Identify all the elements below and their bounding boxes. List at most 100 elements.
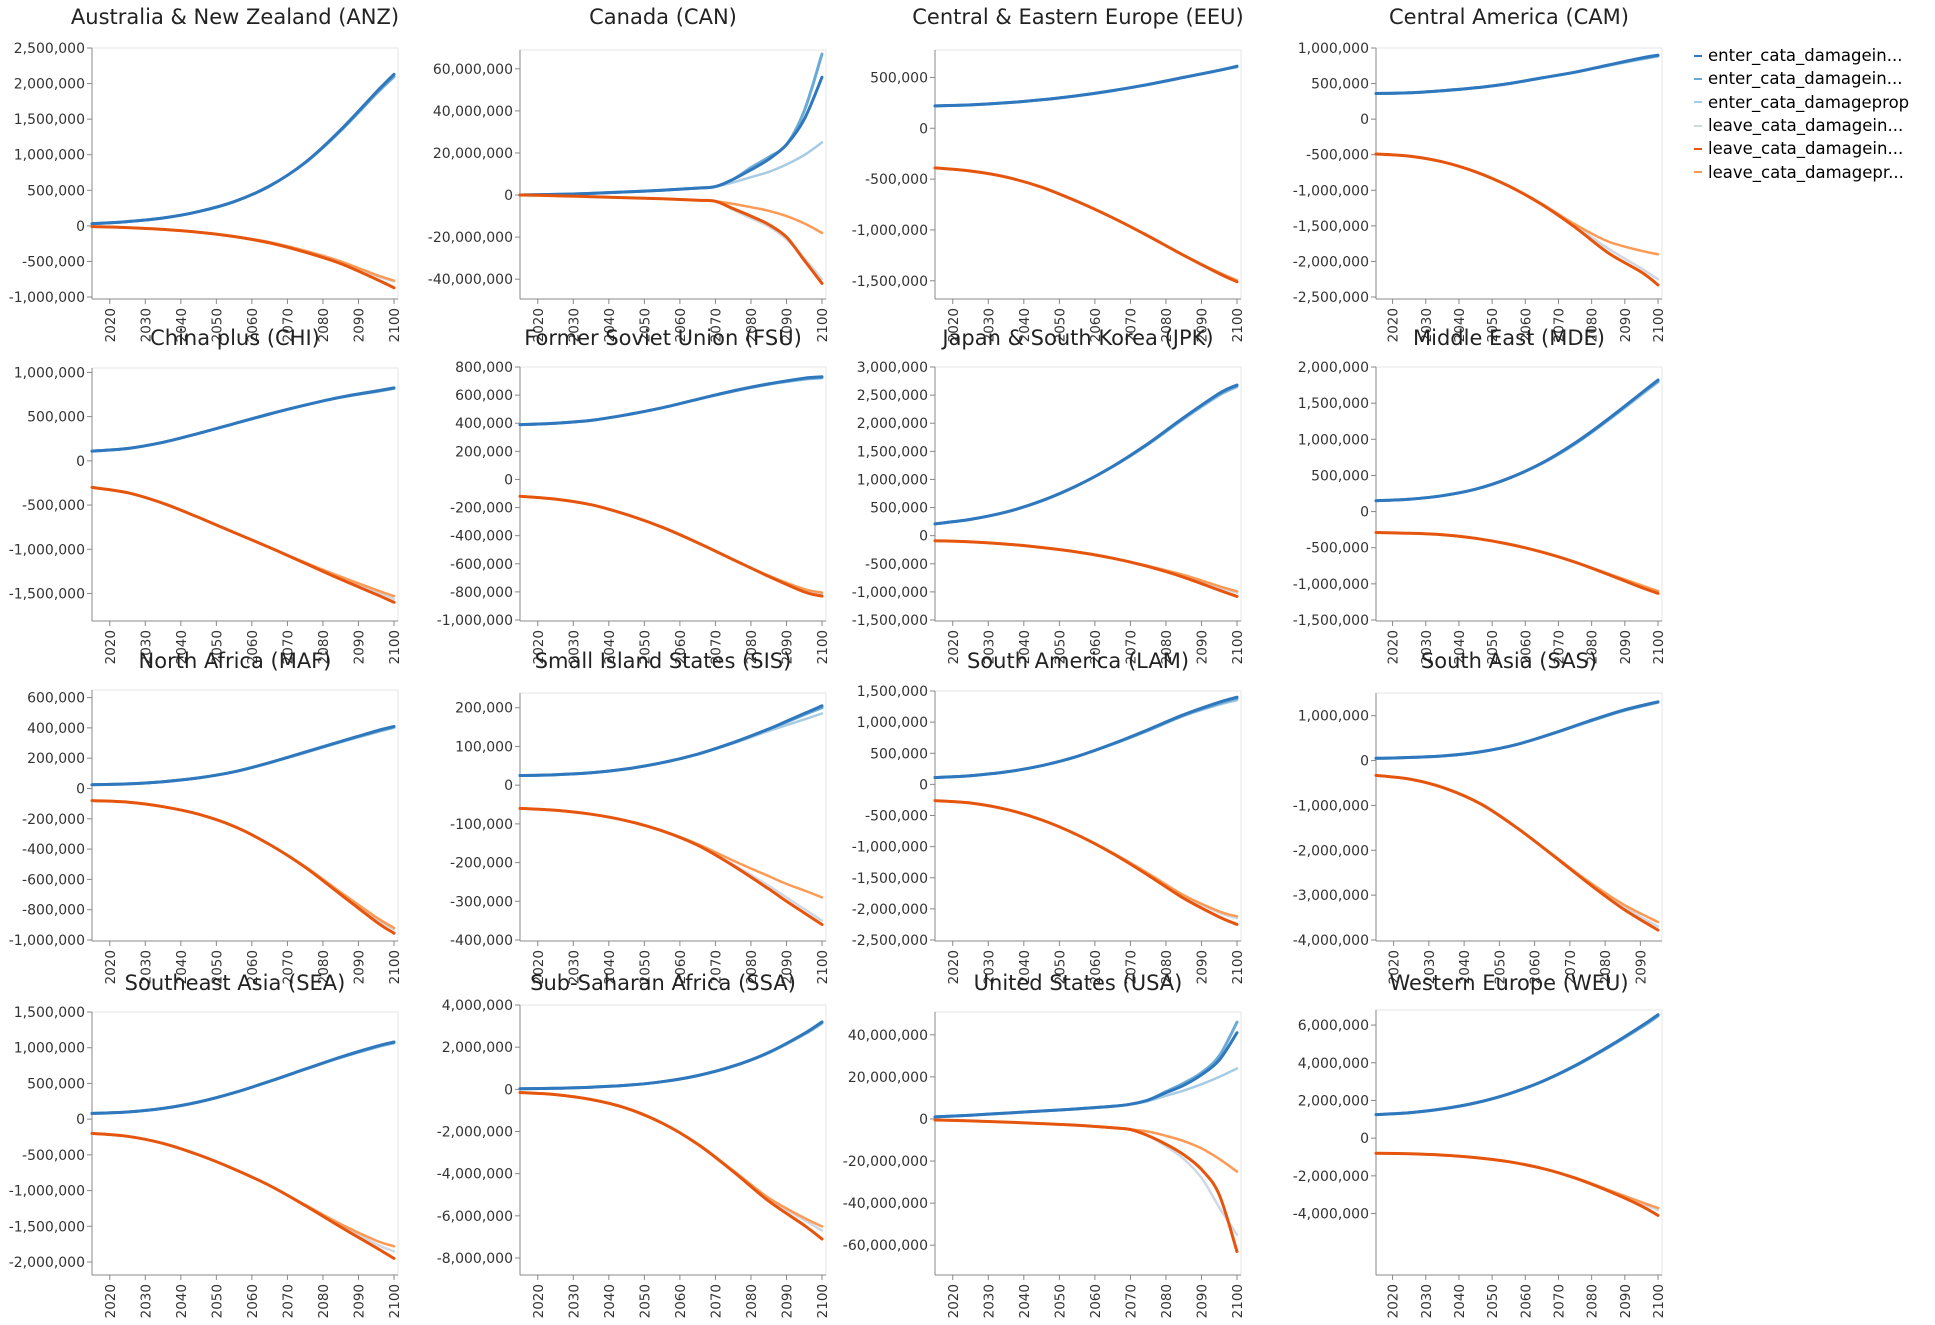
x-tick-label: 2080 [1598, 950, 1614, 984]
y-tick-label: 60,000,000 [433, 62, 513, 78]
y-tick-label: -500,000 [1306, 541, 1369, 557]
x-tick-label: 2100 [1230, 630, 1246, 664]
plot-frame [1375, 366, 1663, 622]
y-tick-label: 2,000,000 [1298, 1093, 1369, 1109]
y-tick-label: 100,000 [455, 739, 513, 755]
legend-item[interactable]: enter_cata_damagein... [1694, 44, 1909, 67]
legend-item[interactable]: enter_cata_damagein... [1694, 67, 1909, 90]
y-tick-label: -500,000 [1306, 148, 1369, 164]
series-line [933, 539, 1239, 593]
x-tick-label: 2090 [1194, 1284, 1210, 1318]
series-line [933, 385, 1239, 526]
x-tick-label: 2030 [138, 1284, 154, 1318]
y-tick-label: 2,000,000 [14, 77, 85, 93]
y-tick-label: -100,000 [450, 817, 513, 833]
legend-label: leave_cata_damagein... [1708, 139, 1904, 159]
series-line [90, 1131, 396, 1260]
x-tick-label: 2020 [103, 308, 119, 342]
x-tick-label: 2080 [1159, 630, 1175, 664]
x-tick-label: 2090 [351, 950, 367, 984]
x-tick-label: 2080 [1159, 950, 1175, 984]
y-tick-label: -2,500,000 [1293, 290, 1369, 306]
legend-label: enter_cata_damagein... [1708, 69, 1903, 89]
y-tick-label: 0 [76, 1112, 85, 1128]
x-tick-label: 2080 [1585, 630, 1601, 664]
y-tick-label: -800,000 [22, 903, 85, 919]
x-tick-label: 2020 [103, 630, 119, 664]
y-tick-label: -1,500,000 [9, 586, 85, 602]
x-tick-label: 2060 [673, 950, 689, 984]
chart-panel: Former Soviet Union (FSU) 800,000 600,000 4… [437, 326, 831, 664]
y-tick-label: 40,000,000 [848, 1028, 928, 1044]
series-line [1374, 773, 1660, 932]
y-tick-label: -200,000 [450, 856, 513, 872]
y-tick-label: 400,000 [27, 721, 85, 737]
y-tick-label: 4,000,000 [442, 998, 513, 1014]
x-tick-label: 2100 [387, 1284, 403, 1318]
x-tick-label: 2100 [815, 630, 831, 664]
x-tick-label: 2050 [209, 1284, 225, 1318]
y-tick-label: 2,500,000 [857, 388, 928, 404]
legend-swatch [1694, 124, 1702, 127]
y-tick-label: -1,500,000 [1293, 219, 1369, 235]
legend-item[interactable]: enter_cata_damageprop [1694, 91, 1909, 114]
x-tick-label: 2040 [602, 630, 618, 664]
y-tick-label: 1,000,000 [1298, 432, 1369, 448]
series-line [1374, 1015, 1660, 1116]
x-tick-label: 2050 [209, 630, 225, 664]
series-line [1374, 774, 1660, 924]
x-tick-label: 2020 [531, 950, 547, 984]
series-line [933, 66, 1239, 108]
x-tick-label: 2030 [566, 308, 582, 342]
series-line [518, 1021, 824, 1091]
y-tick-label: -1,500,000 [852, 274, 928, 290]
series-line [933, 384, 1239, 526]
x-tick-label: 2080 [1159, 308, 1175, 342]
y-tick-label: -1,000,000 [9, 290, 85, 306]
x-tick-label: 2090 [1618, 630, 1634, 664]
x-tick-label: 2050 [1485, 308, 1501, 342]
y-tick-label: 1,000,000 [14, 148, 85, 164]
x-tick-label: 2020 [946, 1284, 962, 1318]
y-tick-label: -40,000,000 [843, 1196, 928, 1212]
series-line [518, 494, 824, 598]
x-tick-label: 2060 [1518, 308, 1534, 342]
chart-panel: Japan & South Korea (JPK) 3,000,000 2,500,… [852, 326, 1246, 664]
x-tick-label: 2060 [245, 630, 261, 664]
series-line [90, 799, 396, 930]
chart-title: North Africa (MAF) [139, 649, 332, 673]
y-tick-label: 0 [1360, 505, 1369, 521]
y-tick-label: -2,000,000 [437, 1125, 513, 1141]
y-tick-label: 1,000,000 [1298, 41, 1369, 57]
legend-item[interactable]: leave_cata_damagein... [1694, 137, 1909, 160]
y-tick-label: -1,000,000 [9, 1184, 85, 1200]
legend-item[interactable]: leave_cata_damagein... [1694, 114, 1909, 137]
y-tick-label: 400,000 [455, 416, 513, 432]
y-tick-label: 6,000,000 [1298, 1018, 1369, 1034]
y-tick-label: 500,000 [870, 746, 928, 762]
x-tick-label: 2080 [744, 1284, 760, 1318]
series-line [933, 64, 1239, 108]
x-tick-label: 2060 [673, 630, 689, 664]
y-tick-label: 2,500,000 [14, 41, 85, 57]
y-tick-label: 0 [1360, 112, 1369, 128]
y-tick-label: 20,000,000 [433, 146, 513, 162]
x-tick-label: 2040 [174, 950, 190, 984]
x-tick-label: 2020 [1386, 630, 1402, 664]
legend-swatch [1694, 54, 1702, 57]
chart-panel: China plus (CHI) 1,000,000 500,000 0 -500,00… [9, 326, 403, 664]
chart-title: Sub-Saharan Africa (SSA) [530, 971, 796, 995]
plot-frame [934, 1011, 1242, 1276]
series-line [518, 375, 824, 427]
legend: enter_cata_damagein... enter_cata_damage… [1694, 44, 1909, 184]
y-tick-label: -400,000 [450, 529, 513, 545]
series-line [518, 1091, 824, 1232]
y-tick-label: -500,000 [22, 1148, 85, 1164]
x-tick-label: 2050 [637, 630, 653, 664]
legend-item[interactable]: leave_cata_damagepr... [1694, 160, 1909, 183]
series-line [90, 386, 396, 453]
y-tick-label: -3,000,000 [1293, 888, 1369, 904]
y-tick-label: -4,000,000 [437, 1167, 513, 1183]
x-tick-label: 2040 [1017, 950, 1033, 984]
x-tick-label: 2090 [1618, 1284, 1634, 1318]
